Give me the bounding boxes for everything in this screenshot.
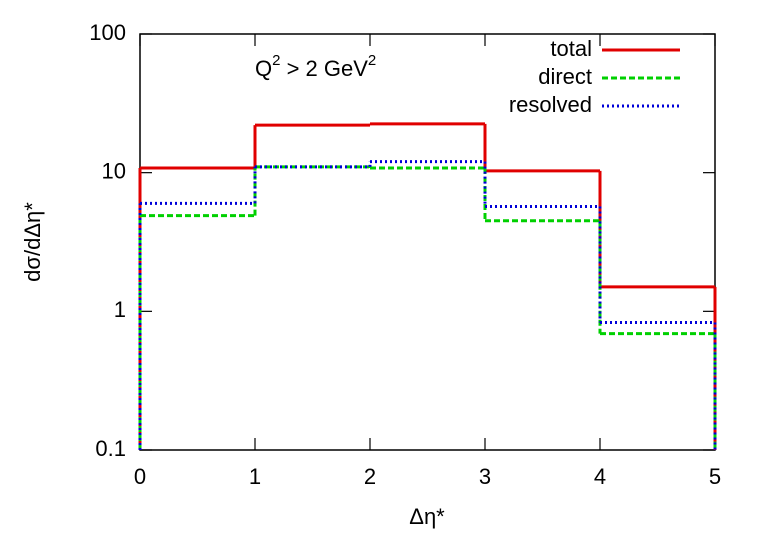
step-connector — [138, 166, 717, 450]
x-tick-label: 1 — [249, 464, 261, 489]
annotation-part: Q — [255, 56, 272, 81]
annotation: Q2 > 2 GeV2 — [255, 52, 376, 81]
legend-label: resolved — [509, 92, 592, 117]
x-tick-label: 0 — [134, 464, 146, 489]
legend-label: total — [550, 36, 592, 61]
legend-label: direct — [538, 64, 592, 89]
x-tick-label: 5 — [709, 464, 721, 489]
y-tick-label: 1 — [114, 297, 126, 322]
y-axis-label: dσ/dΔη* — [20, 202, 45, 282]
x-tick-label: 2 — [364, 464, 376, 489]
y-tick-label: 0.1 — [95, 436, 126, 461]
annotation-part: > 2 GeV — [280, 56, 368, 81]
y-tick-label: 100 — [89, 20, 126, 45]
step-connector — [138, 161, 717, 450]
x-axis-label: Δη* — [409, 504, 445, 529]
plot-frame — [139, 33, 716, 451]
x-tick-label: 3 — [479, 464, 491, 489]
annotation-sup: 2 — [272, 52, 280, 69]
x-tick-label: 4 — [594, 464, 606, 489]
annotation-sup: 2 — [368, 52, 376, 69]
y-tick-label: 10 — [102, 158, 126, 183]
